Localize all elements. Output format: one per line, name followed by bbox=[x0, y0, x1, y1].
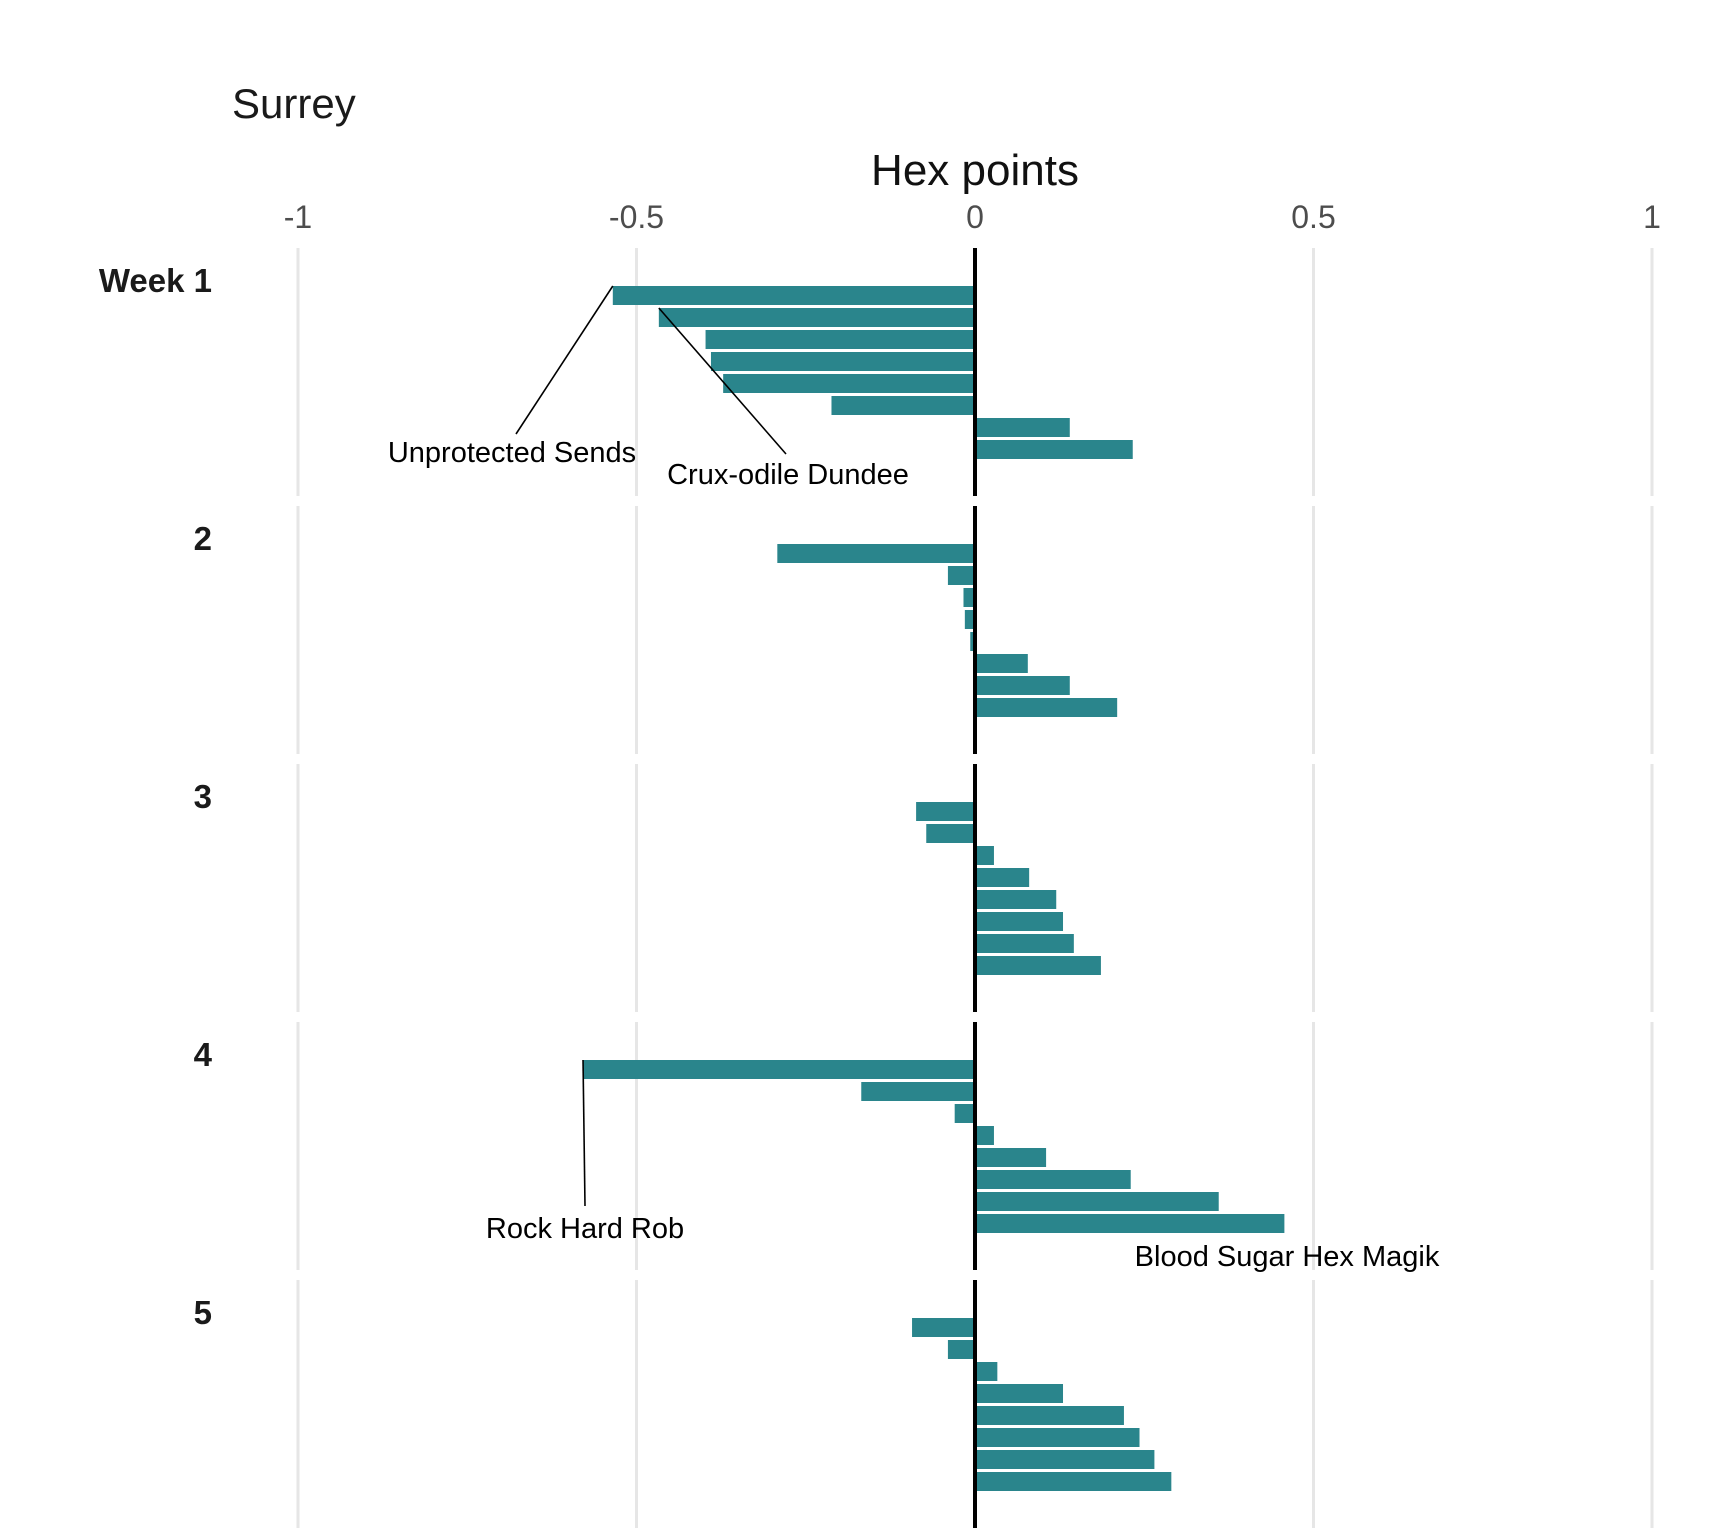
bar bbox=[975, 1148, 1047, 1167]
bar bbox=[954, 1104, 975, 1123]
bar bbox=[975, 1406, 1124, 1425]
bar bbox=[583, 1060, 975, 1079]
x-tick-label: 0 bbox=[966, 199, 984, 235]
bar bbox=[975, 654, 1028, 673]
bar bbox=[975, 1450, 1155, 1469]
x-tick-label: 0.5 bbox=[1291, 199, 1335, 235]
bar bbox=[975, 1170, 1131, 1189]
bar bbox=[916, 802, 975, 821]
bar bbox=[975, 1428, 1140, 1447]
panel-label: 3 bbox=[194, 778, 212, 815]
bar bbox=[975, 1192, 1219, 1211]
panel-label: 2 bbox=[194, 520, 212, 557]
bar bbox=[975, 418, 1070, 437]
bar bbox=[705, 330, 975, 349]
bar bbox=[975, 1362, 998, 1381]
bar bbox=[658, 308, 975, 327]
bar bbox=[861, 1082, 975, 1101]
bar bbox=[710, 352, 975, 371]
annotation-label: Blood Sugar Hex Magik bbox=[1135, 1241, 1440, 1273]
x-tick-label: -1 bbox=[284, 199, 312, 235]
bar bbox=[975, 956, 1101, 975]
bar bbox=[975, 890, 1057, 909]
chart-subtitle: Surrey bbox=[232, 80, 356, 127]
grid-layer bbox=[296, 248, 1654, 1528]
bar bbox=[975, 1472, 1172, 1491]
bar bbox=[975, 934, 1074, 953]
bar bbox=[831, 396, 975, 415]
bar bbox=[964, 610, 975, 629]
panel-label: 5 bbox=[194, 1294, 212, 1331]
annotation-label: Rock Hard Rob bbox=[486, 1213, 684, 1245]
bar bbox=[612, 286, 975, 305]
bar bbox=[975, 868, 1030, 887]
bar bbox=[975, 846, 994, 865]
x-tick-label: 1 bbox=[1643, 199, 1661, 235]
bar bbox=[975, 440, 1133, 459]
panel-label: Week 1 bbox=[99, 262, 212, 299]
annotation-label: Unprotected Sends bbox=[388, 437, 636, 469]
bar bbox=[947, 566, 975, 585]
bar bbox=[975, 1384, 1064, 1403]
bar bbox=[975, 912, 1064, 931]
bar bbox=[970, 632, 975, 651]
annotation-leader-line bbox=[582, 1059, 586, 1207]
bar-layer bbox=[583, 286, 1285, 1491]
bar bbox=[975, 698, 1118, 717]
bar bbox=[947, 1340, 975, 1359]
bar bbox=[975, 1126, 994, 1145]
bar bbox=[975, 1214, 1285, 1233]
bar bbox=[723, 374, 975, 393]
bar bbox=[963, 588, 975, 607]
bar bbox=[912, 1318, 975, 1337]
annotation-leader-line bbox=[658, 307, 787, 455]
x-tick-label: -0.5 bbox=[609, 199, 664, 235]
x-axis-title: Hex points bbox=[871, 146, 1079, 195]
bar bbox=[975, 676, 1070, 695]
panel-label: 4 bbox=[194, 1036, 213, 1073]
bar bbox=[777, 544, 975, 563]
annotation-label: Crux-odile Dundee bbox=[667, 459, 909, 491]
bar bbox=[926, 824, 975, 843]
label-layer: -1 -0.5 0 0.5 1 Week 1 2 3 4 5 Unprotected Sends Cr… bbox=[99, 199, 1661, 1331]
annotation-leader-line bbox=[515, 285, 614, 435]
